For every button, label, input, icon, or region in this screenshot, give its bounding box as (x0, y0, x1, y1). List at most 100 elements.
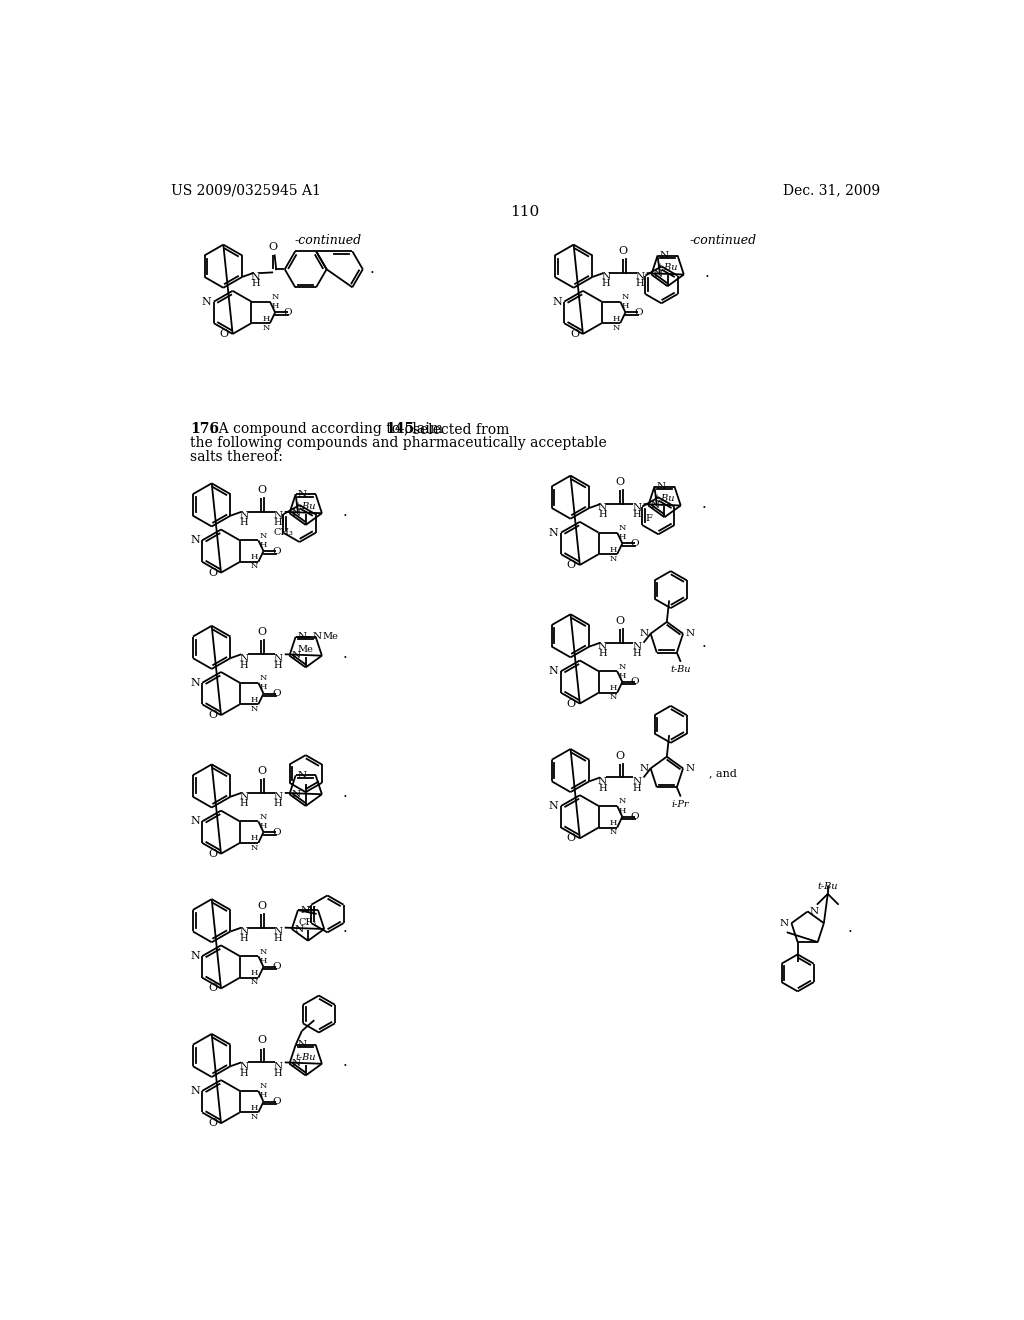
Text: F: F (645, 515, 652, 523)
Text: N: N (190, 677, 200, 688)
Text: N
H: N H (618, 663, 626, 680)
Text: H: H (240, 1069, 248, 1077)
Text: N
H: N H (260, 1082, 267, 1100)
Text: N: N (292, 1059, 301, 1068)
Text: N: N (292, 508, 301, 517)
Text: H
N: H N (262, 314, 270, 331)
Text: H: H (273, 519, 282, 527)
Text: H: H (273, 799, 282, 808)
Text: , selected from: , selected from (403, 422, 509, 437)
Text: H
N: H N (251, 834, 258, 851)
Text: N: N (632, 503, 641, 512)
Text: CF₃: CF₃ (299, 917, 317, 927)
Text: N: N (549, 528, 559, 537)
Text: H: H (632, 649, 641, 657)
Text: N: N (298, 632, 307, 642)
Text: N: N (659, 251, 669, 260)
Text: N: N (240, 511, 248, 520)
Text: H: H (632, 511, 641, 519)
Text: H: H (635, 280, 644, 288)
Text: N: N (292, 789, 301, 799)
Text: US 2009/0325945 A1: US 2009/0325945 A1 (171, 183, 321, 198)
Text: O: O (257, 484, 266, 495)
Text: O: O (272, 546, 281, 556)
Text: N: N (312, 632, 322, 642)
Text: , and: , and (709, 768, 736, 779)
Text: H: H (240, 935, 248, 942)
Text: O: O (567, 833, 575, 843)
Text: H
N: H N (610, 545, 617, 562)
Text: -continued: -continued (689, 234, 757, 247)
Text: O: O (272, 962, 281, 972)
Text: H
N: H N (251, 696, 258, 713)
Text: N: N (240, 927, 248, 936)
Text: O: O (615, 616, 625, 626)
Text: H: H (273, 1069, 282, 1077)
Text: O: O (257, 627, 266, 638)
Text: N: N (552, 297, 562, 306)
Text: N: N (251, 272, 260, 282)
Text: O: O (208, 568, 217, 578)
Text: .: . (343, 647, 347, 661)
Text: O: O (208, 710, 217, 721)
Text: O: O (219, 329, 228, 339)
Text: N: N (598, 503, 607, 512)
Text: t-Bu: t-Bu (817, 882, 838, 891)
Text: .: . (343, 504, 347, 519)
Text: .: . (705, 267, 710, 280)
Text: H: H (240, 799, 248, 808)
Text: N: N (810, 907, 819, 916)
Text: N
H: N H (622, 293, 629, 310)
Text: t-Bu: t-Bu (295, 1052, 316, 1061)
Text: H: H (273, 660, 282, 669)
Text: N: N (685, 764, 694, 774)
Text: N: N (601, 272, 610, 281)
Text: .: . (370, 263, 374, 276)
Text: N: N (635, 272, 644, 281)
Text: N: N (656, 482, 666, 491)
Text: H
N: H N (613, 314, 621, 331)
Text: H
N: H N (251, 553, 258, 570)
Text: N: N (190, 816, 200, 826)
Text: N: N (298, 1040, 307, 1049)
Text: O: O (257, 1035, 266, 1045)
Text: N: N (632, 642, 641, 651)
Text: N: N (240, 653, 248, 663)
Text: N: N (240, 792, 248, 801)
Text: H: H (240, 660, 248, 669)
Text: N: N (240, 1061, 248, 1071)
Text: O: O (567, 560, 575, 570)
Text: .: . (343, 1056, 347, 1069)
Text: O: O (208, 849, 217, 859)
Text: H
N: H N (251, 969, 258, 986)
Text: O: O (284, 308, 292, 317)
Text: H: H (598, 511, 607, 519)
Text: .: . (848, 921, 853, 936)
Text: H
N: H N (610, 684, 617, 701)
Text: t-Bu: t-Bu (671, 665, 691, 675)
Text: O: O (631, 677, 639, 686)
Text: N: N (306, 906, 315, 915)
Text: H: H (598, 649, 607, 657)
Text: O: O (268, 243, 278, 252)
Text: N: N (549, 801, 559, 810)
Text: CH₃: CH₃ (273, 528, 293, 537)
Text: t-Bu: t-Bu (295, 502, 316, 511)
Text: H: H (273, 935, 282, 942)
Text: N
H: N H (260, 813, 267, 830)
Text: 110: 110 (510, 206, 540, 219)
Text: N: N (639, 630, 648, 638)
Text: O: O (208, 983, 217, 994)
Text: N
H: N H (260, 948, 267, 965)
Text: N: N (639, 764, 648, 774)
Text: N: N (632, 777, 641, 785)
Text: O: O (570, 329, 579, 339)
Text: O: O (631, 812, 639, 821)
Text: N
H: N H (618, 524, 626, 541)
Text: .: . (343, 785, 347, 800)
Text: Me: Me (322, 632, 338, 642)
Text: H: H (601, 280, 610, 288)
Text: N: N (298, 771, 307, 780)
Text: N: N (190, 1086, 200, 1096)
Text: .: . (343, 920, 347, 935)
